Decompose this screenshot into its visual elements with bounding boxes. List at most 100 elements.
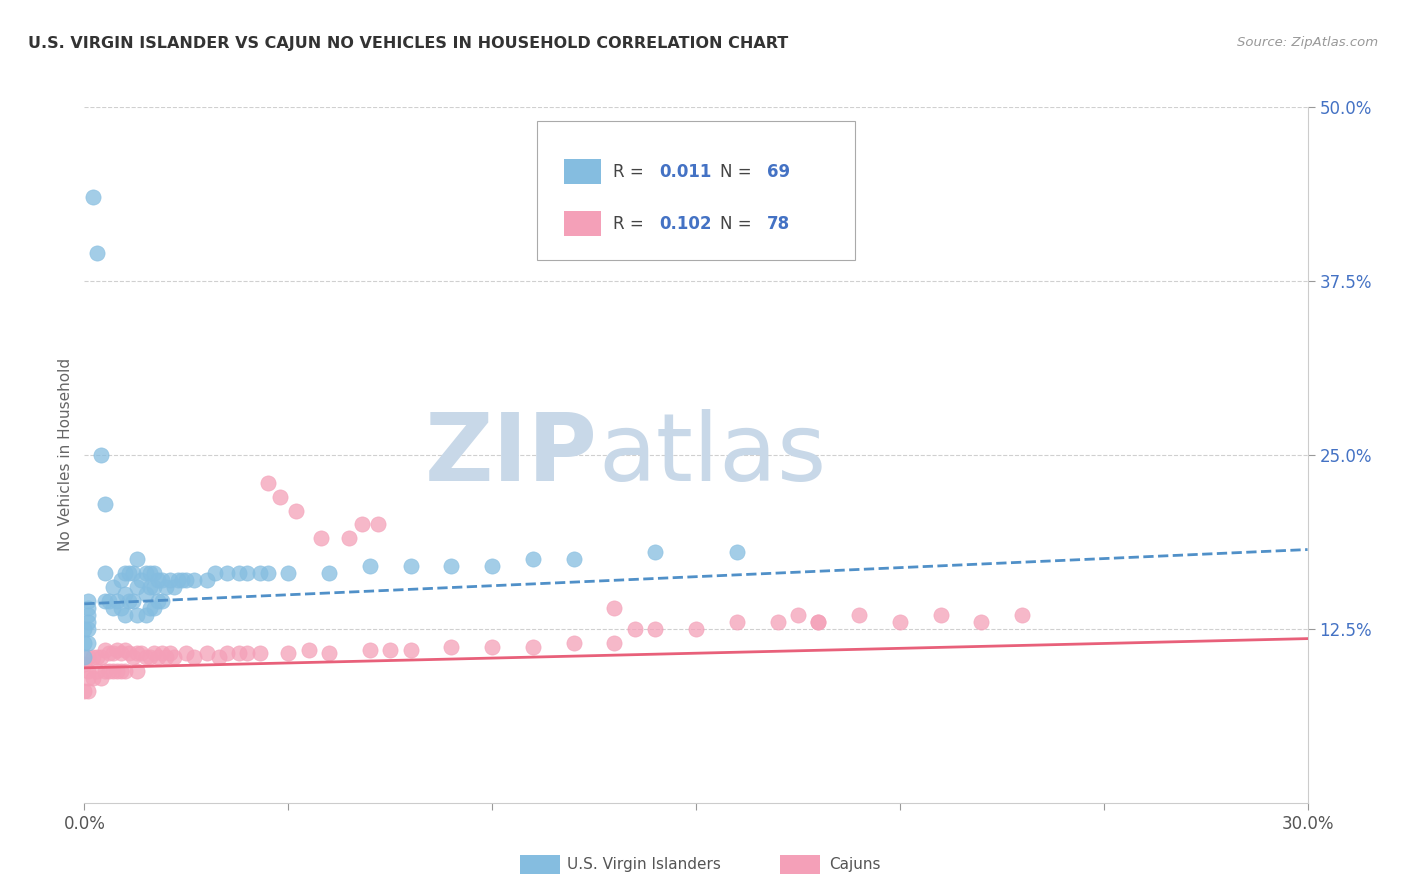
- Point: [249, 566, 271, 581]
- Point: [142, 580, 165, 594]
- Point: [269, 490, 291, 504]
- Point: [309, 532, 332, 546]
- Point: [105, 664, 128, 678]
- Text: 0.011: 0.011: [659, 162, 711, 181]
- Point: [163, 580, 186, 594]
- Point: [93, 566, 115, 581]
- Point: [93, 497, 115, 511]
- Point: [131, 646, 153, 660]
- Point: [562, 636, 585, 650]
- Point: [217, 566, 239, 581]
- Point: [195, 573, 218, 587]
- Point: [522, 552, 544, 566]
- Point: [142, 566, 165, 581]
- Point: [77, 684, 100, 698]
- Point: [138, 649, 160, 664]
- Point: [174, 646, 197, 660]
- Point: [127, 607, 149, 622]
- Text: N =: N =: [720, 162, 758, 181]
- Text: 0.102: 0.102: [659, 215, 711, 233]
- Point: [228, 566, 250, 581]
- Point: [90, 649, 112, 664]
- Point: [131, 573, 153, 587]
- Point: [208, 649, 231, 664]
- Point: [277, 566, 299, 581]
- Point: [110, 646, 132, 660]
- Point: [114, 566, 136, 581]
- Point: [90, 671, 112, 685]
- Point: [725, 615, 748, 629]
- Point: [105, 594, 128, 608]
- Point: [725, 545, 748, 559]
- Point: [135, 649, 157, 664]
- Point: [236, 566, 259, 581]
- Point: [318, 646, 340, 660]
- Point: [127, 552, 149, 566]
- Point: [138, 566, 160, 581]
- Point: [277, 646, 299, 660]
- Y-axis label: No Vehicles in Household: No Vehicles in Household: [58, 359, 73, 551]
- Point: [73, 636, 96, 650]
- Point: [481, 640, 503, 654]
- Point: [359, 559, 381, 574]
- Point: [101, 601, 124, 615]
- Point: [127, 646, 149, 660]
- Point: [929, 607, 952, 622]
- Text: atlas: atlas: [598, 409, 827, 501]
- Point: [122, 649, 145, 664]
- Point: [77, 671, 100, 685]
- Point: [122, 594, 145, 608]
- Point: [146, 594, 169, 608]
- Point: [562, 552, 585, 566]
- Point: [685, 622, 707, 636]
- Point: [86, 246, 108, 260]
- Point: [77, 664, 100, 678]
- Point: [82, 671, 104, 685]
- Text: N =: N =: [720, 215, 758, 233]
- Point: [217, 646, 239, 660]
- Point: [644, 545, 666, 559]
- Point: [481, 559, 503, 574]
- Point: [624, 622, 647, 636]
- Point: [1011, 607, 1033, 622]
- Point: [603, 636, 626, 650]
- Point: [97, 594, 120, 608]
- Point: [889, 615, 911, 629]
- Point: [150, 646, 173, 660]
- Point: [146, 573, 169, 587]
- Point: [236, 646, 259, 660]
- Point: [110, 573, 132, 587]
- Point: [339, 532, 361, 546]
- Point: [440, 640, 463, 654]
- Point: [174, 573, 197, 587]
- Point: [73, 684, 96, 698]
- Point: [204, 566, 226, 581]
- Point: [110, 664, 132, 678]
- Point: [114, 587, 136, 601]
- Point: [118, 646, 141, 660]
- Point: [138, 601, 160, 615]
- Point: [249, 646, 271, 660]
- Text: 78: 78: [766, 215, 790, 233]
- Point: [172, 573, 194, 587]
- Point: [359, 642, 381, 657]
- Point: [380, 642, 402, 657]
- Point: [105, 642, 128, 657]
- Text: Source: ZipAtlas.com: Source: ZipAtlas.com: [1237, 36, 1378, 49]
- Point: [82, 190, 104, 204]
- Point: [135, 566, 157, 581]
- Point: [603, 601, 626, 615]
- Point: [807, 615, 830, 629]
- Point: [110, 601, 132, 615]
- Point: [399, 642, 422, 657]
- Point: [167, 573, 190, 587]
- Point: [807, 615, 830, 629]
- Point: [77, 636, 100, 650]
- Text: ZIP: ZIP: [425, 409, 598, 501]
- Point: [93, 664, 115, 678]
- Point: [77, 594, 100, 608]
- Point: [101, 580, 124, 594]
- Point: [787, 607, 810, 622]
- Point: [257, 475, 280, 490]
- Point: [101, 664, 124, 678]
